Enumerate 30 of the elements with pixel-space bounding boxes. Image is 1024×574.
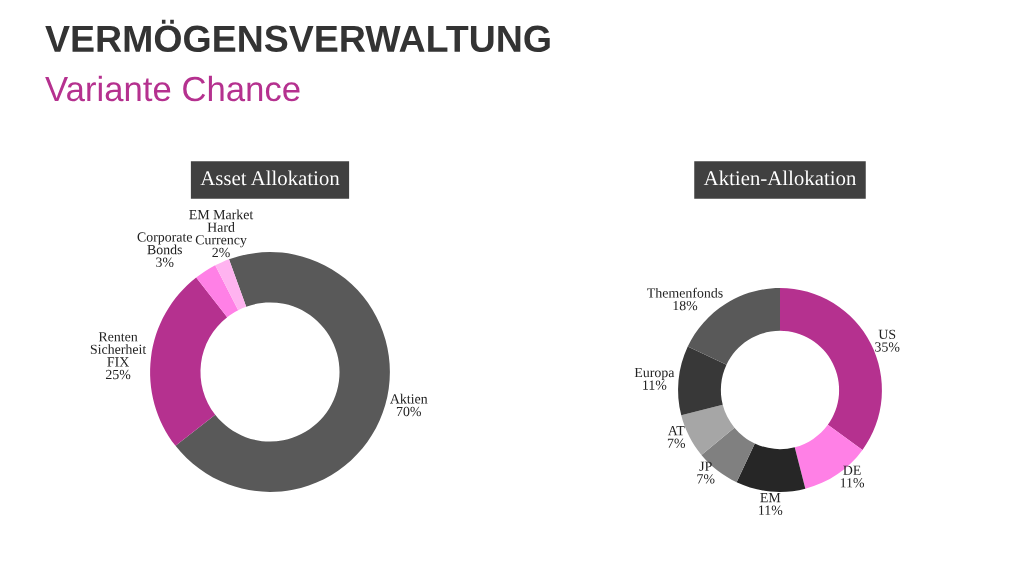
text: VERMÖGENSVERWALTUNG: [45, 19, 550, 53]
slice-label: Themenfonds: [647, 287, 723, 298]
data-label: 11%: [840, 478, 865, 488]
chart-title: Aktien-Allokation: [703, 170, 857, 186]
slice-label: Europa: [634, 367, 675, 381]
slice-label: EM: [760, 493, 781, 503]
slice-label: Renten Sicherheit FIX: [90, 332, 147, 367]
data-label: 70%: [396, 406, 422, 417]
donut-slice: [736, 443, 806, 492]
donut-slice: [678, 346, 727, 416]
data-label: 25%: [105, 369, 131, 380]
slice-label: AT: [667, 426, 685, 436]
chart-title: Asset Allokation: [200, 170, 340, 186]
donut-slice: [215, 259, 247, 311]
slice-label: US: [878, 329, 896, 340]
data-label: 2%: [212, 247, 230, 258]
donut-slice: [150, 277, 228, 446]
donut-slice: [196, 265, 239, 318]
text: Variante Chance: [45, 75, 300, 102]
data-label: 7%: [667, 438, 686, 448]
data-label: 18%: [673, 300, 698, 311]
slice-label: DE: [843, 465, 861, 475]
slice-label: Aktien: [389, 393, 428, 404]
slice-label: JP: [699, 461, 712, 471]
data-label: 11%: [643, 380, 667, 390]
data-label: 35%: [875, 342, 900, 352]
donut-slice: [794, 424, 863, 489]
data-label: 7%: [697, 474, 715, 484]
data-label: 3%: [156, 257, 174, 267]
data-label: 11%: [759, 505, 783, 515]
